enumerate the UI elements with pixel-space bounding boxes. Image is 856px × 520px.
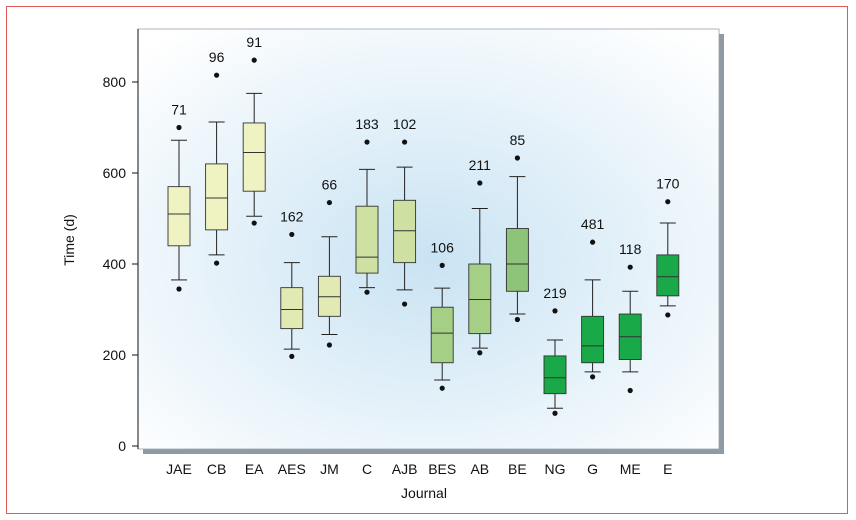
iqr-box: [581, 315, 605, 364]
x-axis-title: Journal: [401, 485, 447, 501]
iqr-box: [355, 205, 379, 274]
outlier-point: [439, 385, 445, 391]
iqr-box: [656, 254, 680, 297]
box-EA: 91: [242, 34, 266, 226]
y-ticks: 0 200 400 600 800: [103, 74, 138, 454]
outlier-point: [176, 286, 182, 292]
box-BES: 106: [430, 239, 455, 391]
iqr-box: [505, 228, 529, 292]
outlier-point: [627, 264, 633, 270]
outlier-point: [214, 260, 220, 266]
y-tick-label: 400: [103, 256, 127, 272]
outlier-point: [176, 124, 182, 131]
x-tick-label: G: [587, 461, 598, 477]
x-tick-label: JAE: [166, 461, 192, 477]
sample-size-label: 71: [171, 102, 187, 118]
x-tick-label: E: [663, 461, 672, 477]
boxes: 71 96 91 162 66 183 102 106 211 85 219 481 118 170: [167, 34, 680, 416]
x-tick-label: CB: [207, 461, 226, 477]
y-tick-label: 0: [118, 438, 126, 454]
outlier-point: [251, 57, 257, 63]
box-AJB: 102: [393, 116, 417, 307]
iqr-box: [393, 199, 417, 264]
box-AB: 211: [468, 157, 492, 356]
box-JAE: 71: [167, 102, 191, 292]
x-tick-label: BE: [508, 461, 527, 477]
y-tick-label: 600: [103, 165, 127, 181]
sample-size-label: 66: [322, 177, 338, 193]
outlier-point: [514, 155, 521, 161]
x-tick-label: AB: [470, 461, 489, 477]
sample-size-label: 183: [355, 116, 379, 132]
box-ME: 118: [618, 241, 642, 394]
sample-size-label: 96: [209, 49, 225, 65]
outlier-point: [552, 410, 558, 416]
box-BE: 85: [505, 132, 529, 323]
outlier-point: [552, 308, 558, 314]
outlier-point: [665, 312, 671, 318]
outlier-point: [477, 180, 483, 186]
y-tick-label: 200: [103, 347, 127, 363]
sample-size-label: 85: [510, 132, 526, 148]
y-axis-title: Time (d): [61, 214, 77, 266]
x-tick-label: C: [362, 461, 372, 477]
outlier-point: [590, 374, 596, 380]
iqr-box: [543, 355, 567, 395]
box-NG: 219: [543, 285, 567, 416]
box-JM: 66: [317, 177, 341, 348]
x-tick-label: AJB: [392, 461, 418, 477]
y-tick-label: 800: [103, 74, 127, 90]
x-tick-label: AES: [278, 461, 306, 477]
sample-size-label: 211: [469, 157, 492, 173]
outlier-point: [326, 199, 332, 206]
outlier-point: [665, 199, 671, 205]
iqr-box: [430, 306, 454, 364]
iqr-box: [205, 163, 229, 231]
box-G: 481: [581, 216, 605, 380]
sample-size-label: 481: [581, 216, 605, 232]
iqr-box: [167, 186, 191, 247]
outlier-point: [402, 301, 408, 307]
outlier-point: [364, 139, 370, 145]
outlier-point: [214, 72, 220, 78]
sample-size-label: 162: [280, 208, 304, 224]
outlier-point: [289, 231, 295, 238]
outlier-point: [326, 342, 332, 348]
iqr-box: [242, 122, 266, 192]
sample-size-label: 219: [543, 285, 567, 301]
outlier-point: [402, 139, 408, 145]
x-tick-label: ME: [620, 461, 641, 477]
sample-size-label: 102: [393, 116, 417, 132]
plot-area: [137, 28, 720, 450]
x-tick-label: NG: [545, 461, 566, 477]
outlier-point: [439, 262, 445, 268]
outlier-point: [514, 316, 521, 323]
box-AES: 162: [280, 208, 304, 359]
box-C: 183: [355, 116, 379, 295]
iqr-box: [280, 287, 304, 330]
outlier-point: [477, 350, 483, 356]
sample-size-label: 91: [246, 34, 262, 50]
outlier-point: [364, 289, 370, 295]
outlier-point: [251, 220, 257, 226]
box-E: 170: [656, 176, 680, 318]
outlier-point: [590, 239, 596, 245]
x-tick-label: BES: [428, 461, 456, 477]
x-tick-label: EA: [245, 461, 264, 477]
outlier-point: [627, 387, 633, 394]
sample-size-label: 106: [431, 239, 455, 255]
box-CB: 96: [205, 49, 229, 266]
x-tick-labels: JAE CB EA AES JM C AJB BES AB BE NG G ME E: [166, 461, 672, 477]
sample-size-label: 118: [619, 241, 642, 257]
x-tick-label: JM: [320, 461, 339, 477]
sample-size-label: 170: [656, 176, 680, 192]
iqr-box: [468, 263, 492, 335]
outlier-point: [289, 353, 295, 359]
